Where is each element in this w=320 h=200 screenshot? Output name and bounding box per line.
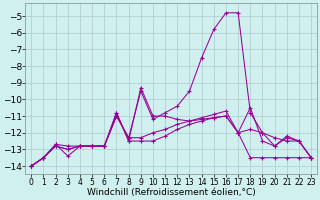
X-axis label: Windchill (Refroidissement éolien,°C): Windchill (Refroidissement éolien,°C) <box>87 188 256 197</box>
